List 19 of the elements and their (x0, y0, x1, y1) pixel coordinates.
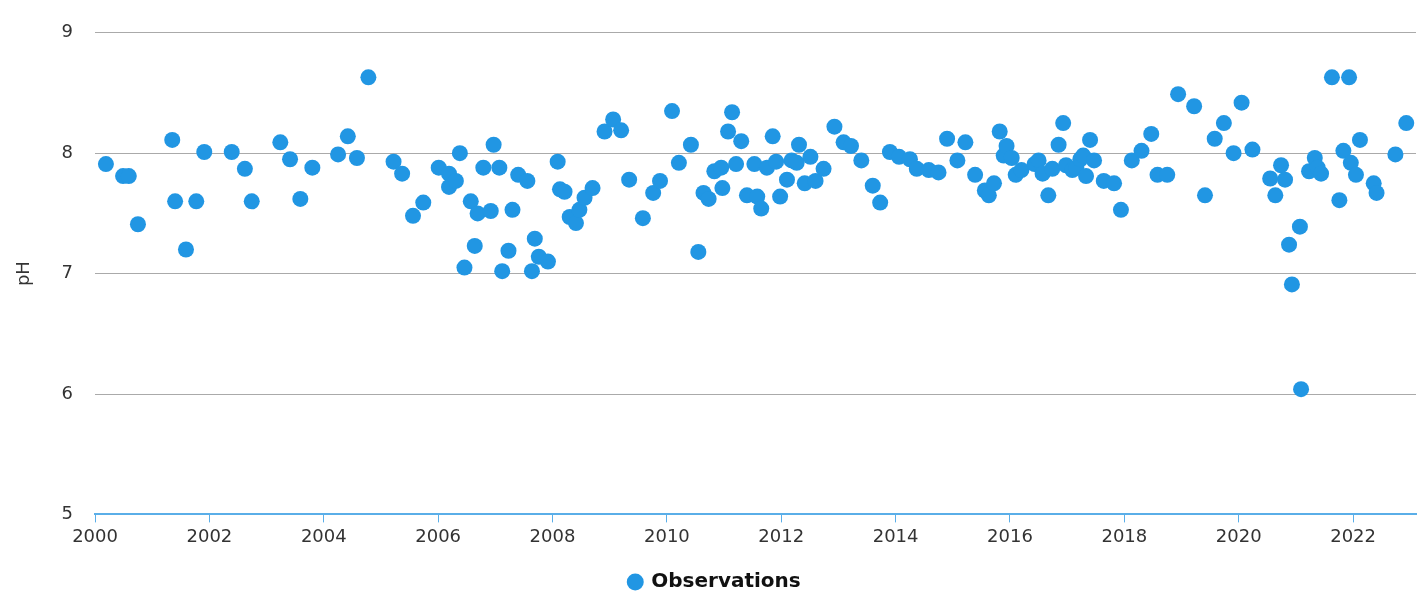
x-tick-label: 2002 (186, 524, 233, 546)
x-tick-label: 2020 (1215, 524, 1262, 546)
x-tick-label: 2000 (72, 524, 118, 546)
y-tick-label: 5 (61, 502, 74, 524)
y-tick-label: 9 (61, 20, 74, 42)
y-tick-label: 8 (61, 140, 74, 162)
x-tick-label: 2004 (300, 524, 347, 546)
x-tick-label: 2008 (529, 524, 576, 546)
x-tick-label: 2018 (1101, 524, 1148, 546)
legend-label: Observations (651, 568, 801, 593)
y-tick-label: 7 (61, 261, 74, 283)
y-axis-title: pH (12, 261, 34, 287)
x-tick-label: 2022 (1330, 524, 1376, 546)
x-tick-label: 2006 (415, 524, 462, 546)
y-tick-label: 6 (61, 381, 74, 403)
x-tick-label: 2016 (987, 524, 1033, 546)
x-tick-label: 2012 (758, 524, 805, 546)
x-tick-label: 2014 (872, 524, 919, 546)
x-tick-label: 2010 (643, 524, 690, 546)
